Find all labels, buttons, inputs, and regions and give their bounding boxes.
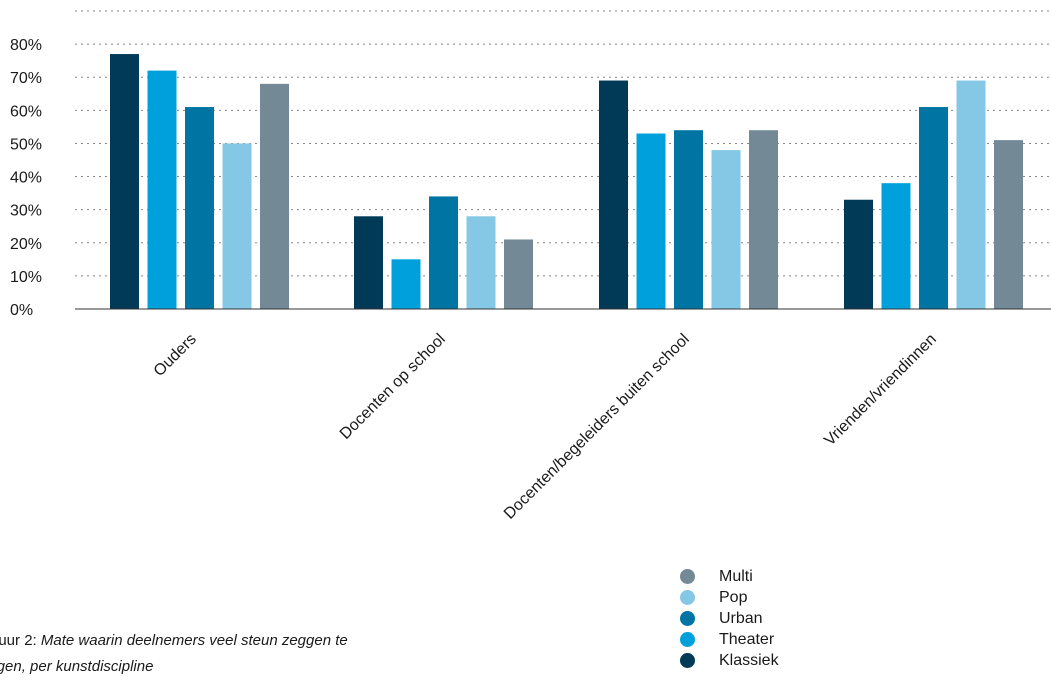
caption-line-2: ijgen, per kunstdiscipline (0, 658, 154, 675)
bar-urban (674, 130, 703, 309)
legend-item-klassiek: Klassiek (680, 650, 779, 671)
bar-klassiek (110, 54, 139, 309)
bars (110, 54, 1023, 310)
bar-multi (749, 130, 778, 309)
bar-urban (185, 107, 214, 310)
caption-lead: guur 2: (0, 632, 37, 649)
y-tick-label: 70% (10, 70, 42, 87)
bar-multi (994, 140, 1023, 309)
bar-theater (147, 70, 177, 309)
x-axis-categories: Ouders Docenten op school Docenten/begelei… (151, 331, 940, 523)
bar-urban (919, 107, 948, 310)
legend-dot-icon (680, 569, 695, 584)
y-tick-label: 40% (10, 170, 42, 187)
legend-item-theater: Theater (680, 629, 779, 650)
bar-klassiek (844, 199, 873, 309)
figure-caption: guur 2: Mate waarin deelnemers veel steu… (0, 628, 510, 680)
legend-item-multi: Multi (680, 566, 779, 587)
y-tick-label: 0% (10, 302, 33, 319)
bar-pop (222, 143, 252, 309)
legend-item-urban: Urban (680, 608, 779, 629)
bar-multi (504, 239, 533, 309)
y-tick-label: 80% (10, 37, 42, 54)
x-category-label: Ouders (151, 331, 200, 380)
bar-pop (956, 80, 986, 310)
y-tick-label: 20% (10, 236, 42, 253)
legend-item-pop: Pop (680, 587, 779, 608)
bar-klassiek (599, 80, 628, 310)
bar-urban (429, 196, 458, 309)
bar-pop (711, 150, 741, 309)
caption-line-1: Mate waarin deelnemers veel steun zeggen… (40, 632, 348, 649)
bar-klassiek (354, 216, 383, 309)
legend-label: Klassiek (719, 652, 779, 669)
y-tick-label: 10% (10, 269, 42, 286)
legend-label: Multi (719, 568, 753, 585)
bar-multi (260, 83, 289, 309)
legend-dot-icon (680, 653, 695, 668)
x-category-label: Vrienden/vriendinnen (821, 331, 940, 450)
bar-theater (391, 259, 421, 309)
legend-dot-icon (680, 632, 695, 647)
legend-dot-icon (680, 590, 695, 605)
y-tick-label: 30% (10, 203, 42, 220)
y-axis-ticks: 0% 10% 20% 30% 40% 50% 60% 70% 80% (10, 37, 42, 319)
bar-pop (466, 216, 496, 309)
legend-dot-icon (680, 611, 695, 626)
bar-theater (881, 183, 911, 309)
y-tick-label: 50% (10, 136, 42, 153)
legend-label: Theater (719, 631, 775, 648)
bar-theater (636, 133, 666, 309)
y-tick-label: 60% (10, 103, 42, 120)
legend-label: Pop (719, 589, 748, 606)
x-category-label: Docenten op school (337, 331, 449, 443)
x-category-label: Docenten/begeleiders buiten school (501, 331, 693, 523)
legend-label: Urban (719, 610, 763, 627)
legend: Multi Pop Urban Theater Klassiek (680, 566, 779, 671)
